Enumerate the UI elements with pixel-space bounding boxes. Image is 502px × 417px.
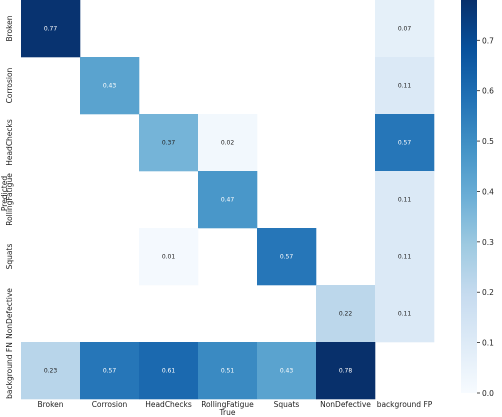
- x-tick-label: RollingFatigue: [201, 400, 254, 409]
- heatmap-cell-value: 0.77: [44, 26, 58, 33]
- heatmap-cell-value: 0.57: [280, 254, 294, 261]
- heatmap-cell-value: 0.02: [221, 140, 235, 147]
- colorbar-tick-label: 0.3: [482, 238, 494, 247]
- heatmap-cell: [21, 0, 81, 58]
- x-tick-labels: Broken Corrosion HeadChecks RollingFatigue S…: [37, 400, 432, 409]
- y-tick-label: background FN: [5, 342, 14, 399]
- heatmap-cell-value: 0.61: [162, 368, 176, 375]
- heatmap-cell-labels: 0.77 0.07 0.43 0.11 0.37 0.02 0.57 0.47 0.11 0.01…: [44, 26, 412, 375]
- heatmap-cell: [316, 285, 376, 343]
- heatmap-cell: [198, 171, 258, 229]
- y-tick-labels: Broken Corrosion HeadChecks RollingFatigue S…: [5, 15, 14, 399]
- heatmap-cells: [21, 0, 435, 400]
- heatmap-cell: [375, 285, 435, 343]
- heatmap-cell: [257, 228, 317, 286]
- heatmap-cell: [198, 114, 258, 172]
- heatmap-cell: [21, 342, 81, 400]
- heatmap-cell-value: 0.01: [162, 254, 176, 261]
- heatmap-cell: [198, 342, 258, 400]
- heatmap-cell: [316, 342, 376, 400]
- colorbar-tick-label: 0.7: [482, 36, 494, 45]
- x-axis-title: True: [219, 408, 236, 417]
- y-tick-label: Broken: [5, 15, 14, 41]
- heatmap-cell-value: 0.11: [398, 254, 412, 261]
- x-tick-label: NonDefective: [320, 400, 371, 409]
- heatmap-cell-value: 0.22: [339, 311, 353, 318]
- x-tick-label: HeadChecks: [145, 400, 192, 409]
- heatmap-cell-value: 0.23: [44, 368, 58, 375]
- y-tick-label: Squats: [5, 244, 14, 270]
- heatmap-cell: [80, 342, 140, 400]
- heatmap-cell: [139, 114, 199, 172]
- y-tick-label: Corrosion: [5, 67, 14, 103]
- colorbar-tick-label: 0.5: [482, 137, 494, 146]
- heatmap-cell-value: 0.51: [221, 368, 235, 375]
- heatmap-cell-value: 0.43: [280, 368, 294, 375]
- heatmap-cell: [375, 228, 435, 286]
- heatmap-cell: [375, 114, 435, 172]
- colorbar-tick-label: 0.2: [482, 288, 494, 297]
- x-tick-label: background FP: [377, 400, 433, 409]
- heatmap-cell-value: 0.47: [221, 197, 235, 204]
- heatmap-cell: [375, 57, 435, 115]
- y-tick-label: HeadChecks: [5, 119, 14, 166]
- y-axis-title: Predicted: [0, 176, 9, 211]
- colorbar-tick-label: 0.4: [482, 187, 494, 196]
- x-tick-label: Broken: [37, 400, 63, 409]
- x-tick-label: Corrosion: [92, 400, 128, 409]
- heatmap-cell-value: 0.57: [103, 368, 117, 375]
- heatmap-cell-value: 0.11: [398, 197, 412, 204]
- heatmap-cell-value: 0.57: [398, 140, 412, 147]
- heatmap-cell: [139, 342, 199, 400]
- heatmap-cell: [375, 0, 435, 58]
- colorbar-gradient: [461, 0, 477, 393]
- heatmap-cell-value: 0.43: [103, 83, 117, 90]
- colorbar-tick-label: 0.0: [482, 389, 494, 398]
- heatmap-cell: [257, 342, 317, 400]
- x-tick-label: Squats: [274, 400, 300, 409]
- heatmap-cell-value: 0.07: [398, 26, 412, 33]
- heatmap-cell: [80, 57, 140, 115]
- heatmap-cell: [375, 171, 435, 229]
- y-tick-label: RollingFatigue: [5, 173, 14, 226]
- heatmap-cell-value: 0.78: [339, 368, 353, 375]
- heatmap-cell-value: 0.11: [398, 311, 412, 318]
- heatmap-cell-value: 0.37: [162, 140, 176, 147]
- heatmap-cell-value: 0.11: [398, 83, 412, 90]
- colorbar-tick-label: 0.1: [482, 339, 494, 348]
- colorbar: 0.0 0.1 0.2 0.3 0.4 0.5 0.6 0.7: [461, 0, 494, 398]
- heatmap-cell: [139, 228, 199, 286]
- colorbar-tick-label: 0.6: [482, 87, 494, 96]
- y-tick-label: NonDefective: [5, 288, 14, 339]
